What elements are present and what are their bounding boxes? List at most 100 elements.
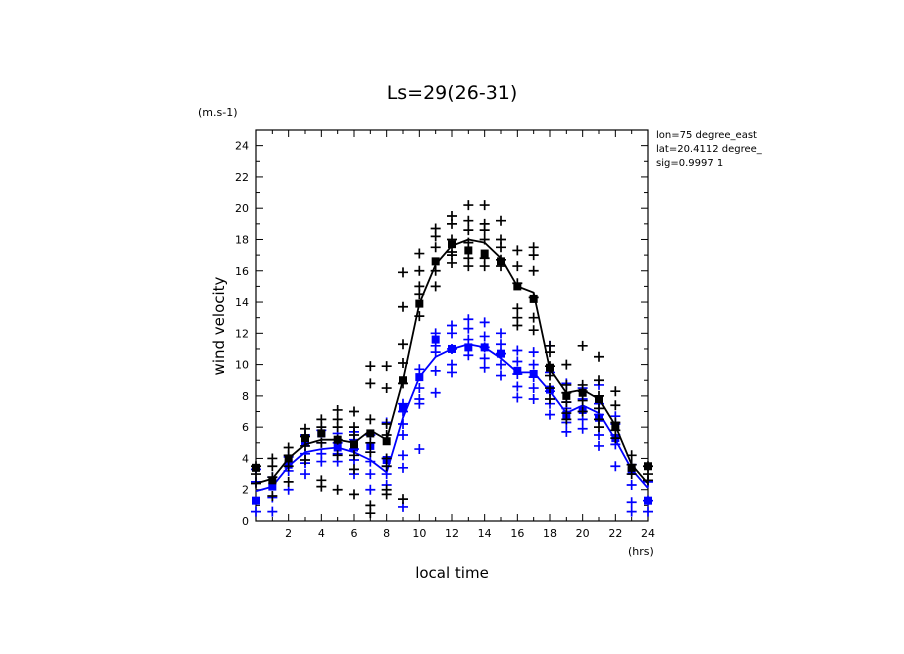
- data-point-black: [332, 404, 343, 415]
- data-point-black: [414, 265, 425, 276]
- data-point-blue: [430, 387, 441, 398]
- data-point-black: [381, 461, 392, 472]
- data-point-black: [528, 325, 539, 336]
- data-point-black: [430, 242, 441, 253]
- data-point-blue: [626, 497, 637, 508]
- mean-marker-black: [448, 240, 456, 249]
- data-point-black: [463, 215, 474, 226]
- data-point-black: [594, 351, 604, 362]
- lat-annotation: lat=20.4112 degree_: [656, 144, 763, 155]
- data-point-black: [267, 461, 278, 472]
- mean-marker-blue: [529, 369, 538, 378]
- data-point-blue: [512, 356, 523, 367]
- y-tick-label: 6: [242, 421, 249, 434]
- data-point-black: [545, 383, 555, 394]
- mean-marker-blue: [431, 335, 440, 344]
- data-point-black: [479, 225, 490, 236]
- data-point-black: [283, 461, 294, 472]
- data-point-black: [463, 225, 474, 236]
- data-point-black: [528, 312, 539, 323]
- data-point-blue: [463, 323, 474, 334]
- x-axis-unit: (hrs): [628, 545, 654, 558]
- data-point-black: [332, 484, 343, 495]
- data-point-blue: [414, 364, 425, 375]
- x-axis-ticks: 2 4 6 8 10 12 14 16 18 20 22 24: [255, 130, 655, 540]
- data-point-blue: [594, 440, 604, 451]
- data-point-blue: [463, 314, 474, 325]
- data-point-black: [479, 200, 490, 211]
- data-point-black: [349, 489, 359, 500]
- mean-marker-blue: [513, 366, 522, 375]
- mean-marker-black: [366, 429, 375, 438]
- y-tick-label: 2: [242, 484, 249, 497]
- data-point-blue: [316, 456, 327, 467]
- data-point-black: [594, 403, 604, 414]
- lon-annotation: lon=75 degree_east: [656, 130, 757, 141]
- data-point-black: [349, 450, 359, 461]
- data-point-black: [447, 257, 457, 268]
- data-point-blue: [398, 450, 408, 461]
- mean-curve-black: [255, 238, 649, 485]
- y-tick-label: 14: [235, 296, 249, 309]
- sig-annotation: sig=0.9997 1: [656, 158, 723, 169]
- data-point-blue: [496, 328, 506, 339]
- y-axis-label: wind velocity: [210, 276, 228, 375]
- x-tick-label: 20: [576, 527, 590, 540]
- x-tick-label: 6: [351, 527, 358, 540]
- mean-marker-black: [317, 429, 326, 438]
- data-point-black: [577, 406, 588, 417]
- mean-marker-black: [562, 391, 571, 400]
- x-tick-label: 14: [478, 527, 492, 540]
- data-point-black: [594, 375, 604, 386]
- data-point-blue: [561, 426, 572, 437]
- mean-marker-black: [268, 476, 277, 485]
- data-point-black: [430, 281, 441, 292]
- mean-marker-black: [431, 257, 440, 266]
- data-point-black: [512, 245, 523, 256]
- y-tick-label: 0: [242, 515, 249, 528]
- x-tick-label: 22: [608, 527, 622, 540]
- data-point-blue: [496, 339, 506, 350]
- data-point-blue: [398, 462, 408, 473]
- data-point-black: [283, 476, 294, 487]
- data-point-black: [300, 455, 310, 466]
- x-tick-label: 10: [412, 527, 426, 540]
- x-tick-label: 12: [445, 527, 459, 540]
- data-point-black: [316, 481, 327, 492]
- data-point-blue: [414, 383, 425, 394]
- data-point-blue: [365, 469, 376, 480]
- data-point-black: [365, 361, 376, 372]
- data-point-black: [398, 301, 408, 312]
- x-tick-label: 24: [641, 527, 655, 540]
- data-point-black: [398, 267, 408, 278]
- series-blue: [251, 314, 653, 517]
- data-point-blue: [447, 328, 457, 339]
- mean-marker-black: [529, 294, 538, 303]
- data-point-blue: [577, 423, 588, 434]
- data-point-blue: [430, 347, 441, 358]
- series-layer: [251, 200, 653, 519]
- data-point-black: [561, 359, 572, 370]
- mean-marker-black: [644, 462, 652, 471]
- data-point-black: [381, 419, 392, 430]
- mean-marker-black: [627, 463, 636, 472]
- data-point-blue: [528, 359, 539, 370]
- mean-marker-blue: [644, 496, 652, 505]
- mean-marker-black: [480, 249, 489, 258]
- data-point-blue: [528, 394, 539, 405]
- data-point-blue: [430, 365, 441, 376]
- data-point-blue: [463, 350, 474, 361]
- y-tick-label: 4: [242, 452, 249, 465]
- data-point-black: [267, 490, 278, 501]
- data-point-black: [496, 215, 506, 226]
- data-point-blue: [479, 317, 490, 328]
- y-tick-label: 16: [235, 265, 249, 278]
- data-point-black: [610, 400, 621, 411]
- mean-marker-blue: [497, 349, 505, 358]
- data-point-black: [463, 261, 474, 272]
- data-point-black: [381, 361, 392, 372]
- data-point-black: [463, 200, 474, 211]
- mean-marker-black: [382, 437, 391, 446]
- mean-marker-black: [350, 440, 358, 449]
